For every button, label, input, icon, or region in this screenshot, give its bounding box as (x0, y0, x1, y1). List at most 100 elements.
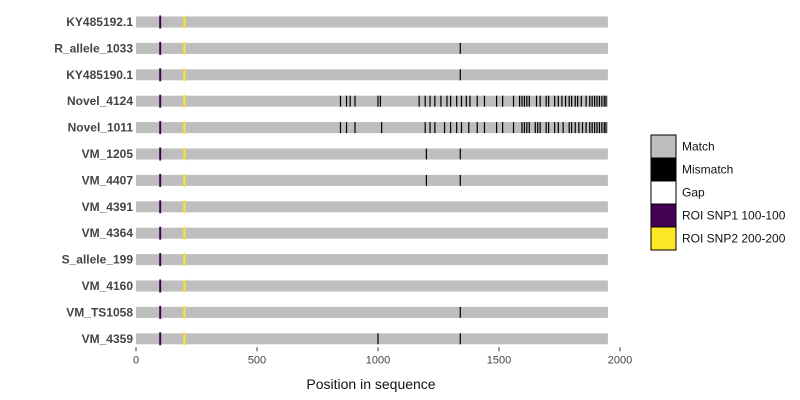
roi-mark (159, 94, 162, 108)
mismatch-mark (537, 122, 539, 134)
mismatch-mark (598, 122, 601, 134)
mismatch-mark (459, 42, 461, 54)
mismatch-mark (459, 148, 461, 160)
mismatch-mark (424, 95, 426, 107)
match-bar (136, 69, 608, 81)
sequence-bars (136, 15, 608, 346)
mismatch-mark (459, 306, 461, 318)
x-tick: 1500 (487, 347, 511, 366)
mismatch-mark (593, 122, 596, 134)
mismatch-mark (495, 95, 498, 107)
mismatch-mark (605, 95, 607, 107)
mismatch-mark (521, 122, 523, 134)
mismatch-mark (528, 122, 530, 134)
sequence-row (136, 200, 608, 214)
mismatch-mark (377, 95, 379, 107)
legend-swatch (650, 180, 677, 205)
roi-mark (159, 305, 162, 319)
sequence-labels: KY485192.1 R_allele_1033 KY485190.1 Novel_4… (54, 15, 133, 346)
legend-label: Mismatch (682, 163, 733, 177)
sequence-label: Novel_4124 (67, 94, 133, 108)
sequence-label: VM_4407 (82, 173, 134, 187)
sequence-label: VM_1205 (82, 147, 134, 161)
match-bar (136, 42, 608, 54)
mismatch-mark (418, 95, 420, 107)
mismatch-mark (425, 148, 427, 160)
mismatch-mark (345, 122, 348, 134)
roi-mark (159, 173, 162, 187)
legend-swatch (650, 134, 677, 159)
mismatch-mark (446, 95, 448, 107)
roi-mark (183, 121, 186, 135)
mismatch-mark (345, 95, 348, 107)
legend: Match Mismatch Gap ROI SNP1 100-100 ROI SNP2… (650, 134, 786, 251)
sequence-label: S_allele_199 (62, 253, 134, 267)
mismatch-mark (476, 95, 478, 107)
mismatch-mark (589, 95, 591, 107)
match-bar (136, 174, 608, 186)
mismatch-mark (523, 95, 526, 107)
legend-label: Gap (682, 186, 705, 200)
sequence-row (136, 279, 608, 293)
roi-mark (159, 147, 162, 161)
mismatch-mark (539, 122, 541, 134)
mismatch-mark (518, 95, 521, 107)
mismatch-mark (545, 95, 547, 107)
mismatch-mark (443, 122, 446, 134)
mismatch-mark (596, 95, 598, 107)
mismatch-mark (591, 95, 593, 107)
roi-mark (183, 305, 186, 319)
mismatch-mark (568, 95, 570, 107)
sequence-row (136, 41, 608, 55)
roi-mark (183, 332, 186, 346)
mismatch-mark (521, 95, 523, 107)
mismatch-mark (557, 122, 559, 134)
mismatch-mark (456, 95, 458, 107)
sequence-row (136, 147, 608, 161)
mismatch-mark (571, 95, 573, 107)
sequence-row (136, 253, 608, 267)
mismatch-mark (598, 95, 601, 107)
mismatch-mark (381, 122, 383, 134)
roi-mark (159, 226, 162, 240)
roi-mark (183, 15, 186, 29)
mismatch-mark (589, 122, 591, 134)
legend-swatch (650, 203, 677, 228)
mismatch-mark (578, 122, 580, 134)
mismatch-mark (456, 122, 458, 134)
mismatch-mark (603, 95, 605, 107)
mismatch-mark (574, 122, 576, 134)
mismatch-mark (483, 122, 486, 134)
roi-mark (183, 253, 186, 267)
mismatch-mark (440, 95, 442, 107)
mismatch-mark (429, 122, 431, 134)
mismatch-mark (526, 122, 528, 134)
mismatch-mark (554, 122, 556, 134)
roi-mark (159, 121, 162, 135)
mismatch-mark (424, 122, 426, 134)
mismatch-mark (483, 95, 486, 107)
mismatch-mark (377, 333, 379, 345)
mismatch-mark (601, 122, 603, 134)
mismatch-mark (535, 95, 538, 107)
sequence-row (136, 94, 608, 108)
mismatch-mark (459, 174, 461, 186)
roi-mark (183, 200, 186, 214)
match-bar (136, 227, 608, 239)
roi-mark (183, 41, 186, 55)
mismatch-mark (460, 95, 463, 107)
mismatch-mark (450, 95, 452, 107)
legend-label: Match (682, 140, 715, 154)
match-bar (136, 122, 608, 134)
legend-item: Mismatch (650, 157, 733, 182)
sequence-row (136, 173, 608, 187)
mismatch-mark (581, 122, 584, 134)
mismatch-mark (562, 122, 564, 134)
match-bar (136, 95, 608, 107)
mismatch-mark (528, 95, 530, 107)
roi-mark (159, 68, 162, 82)
roi-mark (183, 173, 186, 187)
match-bar (136, 16, 608, 28)
roi-mark (159, 200, 162, 214)
